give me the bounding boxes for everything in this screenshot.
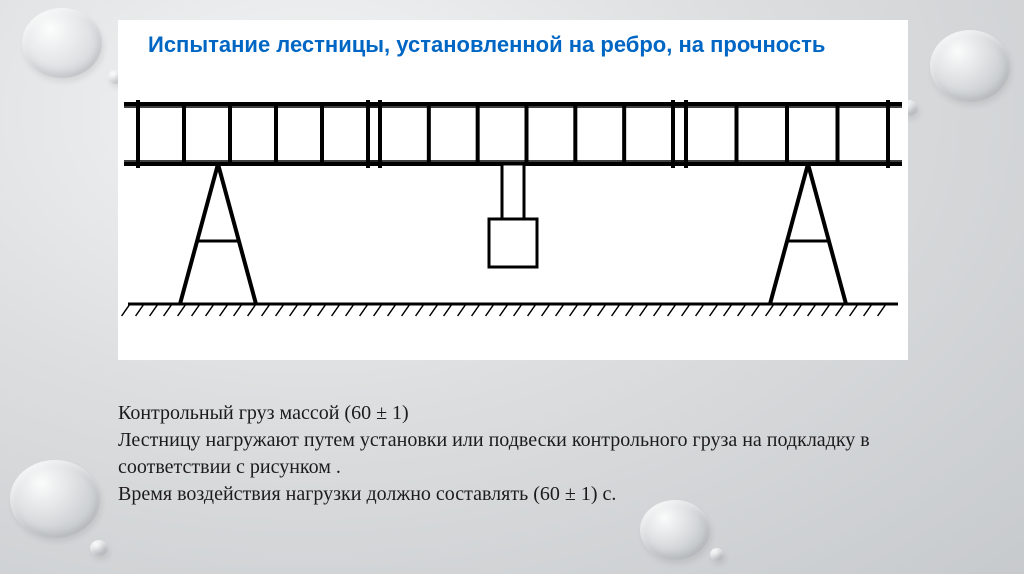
figure-panel: Испытание лестницы, установленной на реб… [118, 20, 908, 360]
caption-line: Лестницу нагружают путем установки или п… [118, 427, 918, 481]
caption-block: Контрольный груз массой (60 ± 1) Лестниц… [118, 400, 918, 508]
bg-waterdrop [10, 460, 100, 538]
ladder-test-diagram [118, 74, 908, 360]
caption-line: Контрольный груз массой (60 ± 1) [118, 400, 918, 427]
caption-line: Время воздействия нагрузки должно состав… [118, 481, 918, 508]
bg-waterdrop [22, 8, 102, 78]
bg-waterdrop [710, 548, 724, 561]
slide-title: Испытание лестницы, установленной на реб… [148, 32, 888, 58]
bg-waterdrop [640, 500, 710, 560]
bg-waterdrop [930, 30, 1010, 102]
bg-waterdrop [90, 540, 108, 556]
